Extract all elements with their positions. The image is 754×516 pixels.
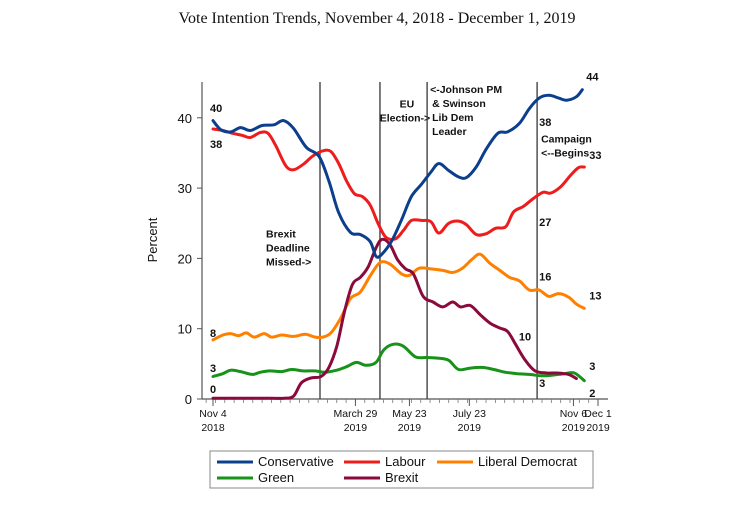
y-tick-label: 20: [178, 251, 192, 266]
legend-label: Green: [258, 470, 294, 485]
data-label: 16: [539, 272, 551, 284]
data-label: 3: [210, 363, 216, 375]
x-tick-label: Dec 1: [584, 408, 612, 420]
data-label: 38: [539, 117, 551, 129]
event-annotation: Election->: [380, 112, 430, 124]
x-tick-label: 2019: [458, 422, 482, 434]
series-lines: [211, 88, 586, 400]
legend: Conservative Labour Liberal Democrat Green B…: [209, 450, 594, 489]
x-tick-label: July 23: [453, 408, 486, 420]
data-label: 0: [210, 384, 216, 396]
legend-label: Conservative: [258, 454, 334, 469]
x-tick-label: 2019: [586, 422, 610, 434]
data-label: 2: [589, 388, 595, 400]
event-annotation: <-Johnson PM: [430, 84, 502, 96]
event-annotation: Brexit: [266, 228, 296, 240]
data-label: 10: [519, 332, 531, 344]
series-line-green: [211, 342, 586, 383]
event-annotation: <--Begins: [541, 147, 589, 159]
x-tick-label: May 23: [392, 408, 427, 420]
event-annotation: Missed->: [266, 256, 311, 268]
y-axis-label: Percent: [145, 217, 160, 262]
data-label: 3: [589, 361, 595, 373]
data-label: 33: [589, 150, 601, 162]
legend-label: Brexit: [385, 470, 419, 485]
data-label: 13: [589, 291, 601, 303]
data-label: 3: [539, 378, 545, 390]
event-annotation: Lib Dem: [432, 112, 473, 124]
legend-label: Liberal Democrat: [478, 454, 577, 469]
event-lines: Brexit Deadline Missed-> EU Election-> <-John…: [266, 82, 592, 399]
data-label: 38: [210, 139, 222, 151]
data-label: 27: [539, 217, 551, 229]
y-tick-label: 0: [185, 392, 192, 407]
y-tick-label: 10: [178, 322, 192, 337]
series-line-labour: [211, 127, 586, 241]
series-line-brexit: [211, 237, 578, 400]
data-label: 40: [210, 103, 222, 115]
series-line-liberal-democrat: [211, 252, 586, 342]
event-annotation: Leader: [432, 126, 466, 138]
event-annotation: EU: [400, 98, 415, 110]
event-annotation: & Swinson: [432, 98, 486, 110]
x-tick-label: March 29: [334, 408, 378, 420]
series-line-conservative: [211, 88, 584, 259]
event-annotation: Campaign: [541, 133, 592, 145]
x-tick-label: Nov 6: [560, 408, 588, 420]
legend-box: [209, 450, 594, 489]
data-label: 8: [210, 328, 216, 340]
event-annotation: Deadline: [266, 242, 310, 254]
x-tick-label: 2019: [562, 422, 586, 434]
y-tick-label: 30: [178, 181, 192, 196]
data-labels: 40 38 8 3 0 38 27 16 10 3 44 33 13 3 2: [210, 72, 602, 400]
legend-label: Labour: [385, 454, 426, 469]
x-tick-label: 2018: [201, 422, 225, 434]
data-label: 44: [586, 72, 599, 84]
x-tick-label: Nov 4: [199, 408, 227, 420]
y-tick-label: 40: [178, 111, 192, 126]
chart-title: Vote Intention Trends, November 4, 2018 …: [178, 10, 576, 27]
x-tick-label: 2019: [344, 422, 368, 434]
x-tick-label: 2019: [398, 422, 422, 434]
